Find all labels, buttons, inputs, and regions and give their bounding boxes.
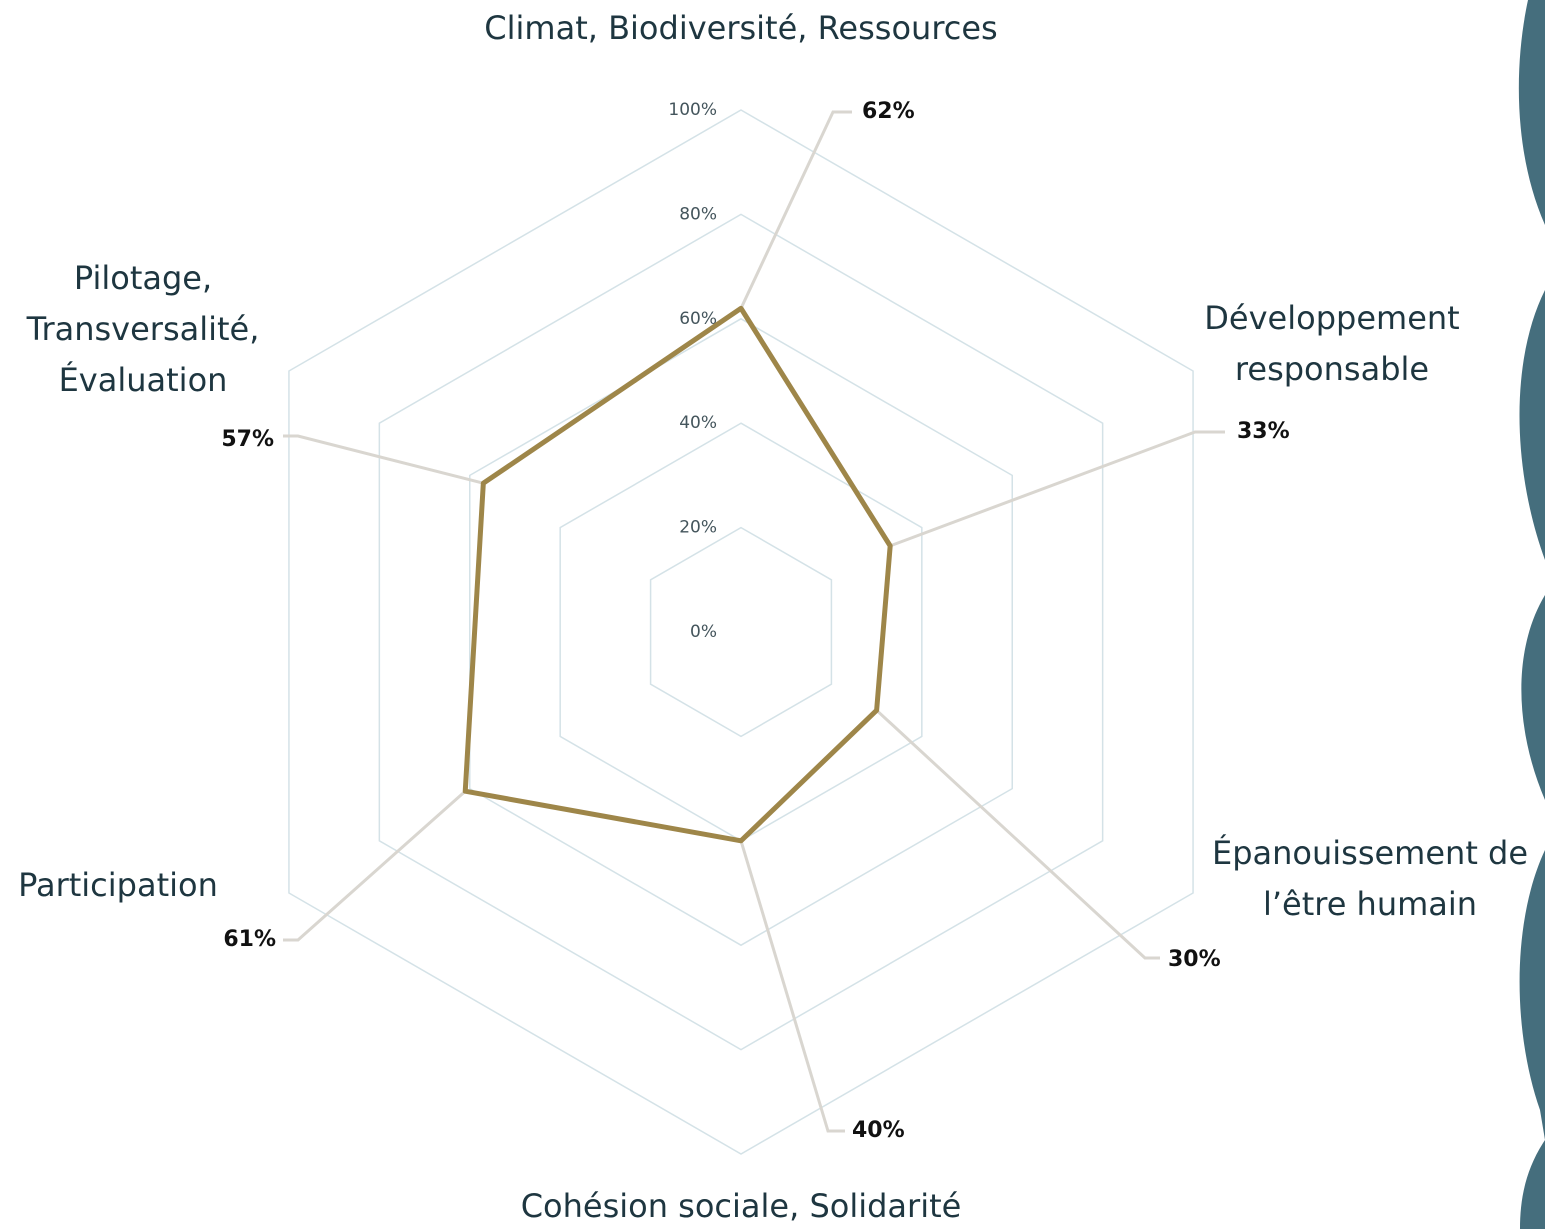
radar-line [462,305,893,844]
leader-line [739,110,852,309]
data-label: 40% [852,1118,905,1143]
category-line: Épanouissement de [1212,834,1528,872]
decoration [1518,0,1545,1229]
data-label: 57% [221,427,274,452]
grid-line [649,526,833,738]
category-label: Climat, Biodiversité, Ressources [484,9,997,47]
r-tick-label: 80% [679,204,717,224]
r-tick-label: 40% [679,413,717,433]
category-line: responsable [1235,350,1429,388]
leader-line [875,709,1160,960]
category-line: l’être humain [1263,885,1477,923]
category-label: Pilotage, Transversalité, Évaluation [26,259,260,399]
r-tick-label: 100% [668,100,717,120]
grid-line [288,109,1194,1155]
data-label: 30% [1168,947,1221,972]
leader-line [889,430,1225,548]
category-line: Participation [18,866,218,904]
r-tick-label: 60% [679,309,717,329]
data-label: 62% [862,99,915,124]
category-line: Climat, Biodiversité, Ressources [484,9,997,47]
category-line: Évaluation [59,361,228,399]
category-label: Participation [18,866,218,904]
category-line: Développement [1204,299,1459,337]
category-line: Cohésion sociale, Solidarité [521,1187,962,1225]
category-line: Transversalité, [26,310,260,348]
data-label: 33% [1237,419,1290,444]
category-label: Cohésion sociale, Solidarité [521,1187,962,1225]
leader-line [739,840,845,1133]
data-label: 61% [223,927,276,952]
category-label: Épanouissement de l’être humain [1212,834,1528,923]
grid-line [469,317,1013,947]
grid-line [559,422,923,842]
leader-line [283,790,467,942]
grid-line [378,213,1104,1051]
category-line: Pilotage, [74,259,212,297]
category-label: Développement responsable [1204,299,1459,388]
r-tick-label: 20% [679,518,717,538]
leader-line [283,434,484,485]
r-tick-label: 0% [690,622,717,642]
